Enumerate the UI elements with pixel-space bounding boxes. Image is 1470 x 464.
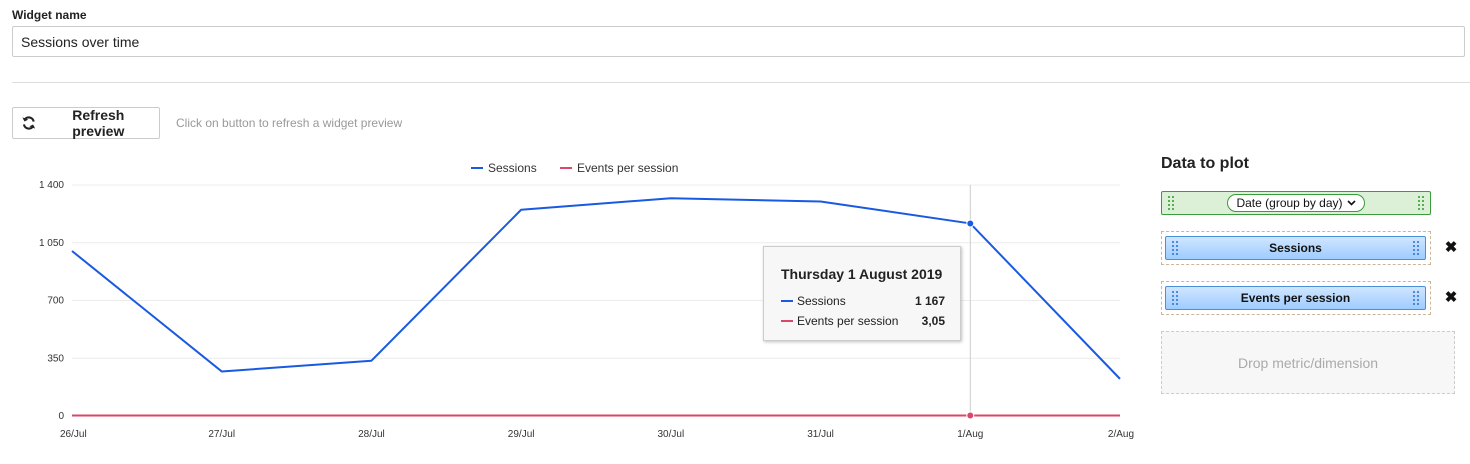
x-tick-label: 28/Jul xyxy=(358,429,385,440)
metric-pill-events-per-session[interactable]: Events per session xyxy=(1165,286,1426,310)
widget-name-input[interactable] xyxy=(12,26,1465,57)
metric-slot xyxy=(1161,231,1431,265)
chart-grid xyxy=(72,184,1120,417)
date-grouping-select[interactable]: Date (group by day) xyxy=(1227,194,1365,212)
chevron-down-icon xyxy=(1346,200,1356,206)
events-swatch xyxy=(781,320,793,322)
tooltip-series-value: 1 167 xyxy=(914,294,945,308)
y-tick-label: 350 xyxy=(47,353,64,364)
highlight-point[interactable] xyxy=(966,411,975,420)
x-tick-label: 30/Jul xyxy=(658,429,685,440)
date-grouping-label: Date (group by day) xyxy=(1236,196,1343,210)
widget-name-label: Widget name xyxy=(12,8,87,22)
remove-events-per-session-icon[interactable]: ✖ xyxy=(1444,289,1458,306)
x-tick-label: 1/Aug xyxy=(957,429,983,440)
legend-label[interactable]: Sessions xyxy=(488,161,537,175)
drag-handle-icon[interactable] xyxy=(1413,291,1419,305)
refresh-preview-button[interactable]: Refresh preview xyxy=(12,107,160,139)
y-tick-label: 0 xyxy=(58,411,64,422)
chart-legend[interactable]: Sessions Events per session xyxy=(471,161,678,175)
tooltip-title: Thursday 1 August 2019 xyxy=(781,266,943,282)
sessions-chart: Sessions Events per session 0 350 700 1 050 1… xyxy=(39,161,1134,440)
series-line-sessions[interactable] xyxy=(71,197,1121,380)
drag-handle-icon[interactable] xyxy=(1172,241,1178,255)
chart-series[interactable] xyxy=(71,197,1121,420)
drag-handle-icon[interactable] xyxy=(1168,196,1174,210)
sessions-swatch xyxy=(781,300,793,302)
divider xyxy=(12,82,1470,83)
metric-pill-sessions[interactable]: Sessions xyxy=(1165,236,1426,260)
tooltip-row-sessions: Sessions 1 167 xyxy=(781,294,945,308)
tooltip-row-events-per-session: Events per session 3,05 xyxy=(781,314,945,328)
x-tick-label: 29/Jul xyxy=(508,429,535,440)
drag-handle-icon[interactable] xyxy=(1413,241,1419,255)
tooltip-series-name: Events per session xyxy=(797,314,899,328)
drag-handle-icon[interactable] xyxy=(1418,196,1424,210)
tooltip-series-name: Sessions xyxy=(797,294,846,308)
x-axis: 26/Jul 27/Jul 28/Jul 29/Jul 30/Jul 31/Jul 1/Au… xyxy=(60,429,1134,440)
metric-label: Sessions xyxy=(1269,241,1322,255)
y-tick-label: 1 400 xyxy=(39,180,64,191)
x-tick-label: 26/Jul xyxy=(60,429,87,440)
y-axis: 0 350 700 1 050 1 400 xyxy=(39,180,64,422)
x-tick-label: 27/Jul xyxy=(208,429,235,440)
metric-slot xyxy=(1161,281,1431,315)
refresh-preview-label: Refresh preview xyxy=(72,107,125,139)
drop-zone[interactable]: Drop metric/dimension xyxy=(1161,331,1455,394)
metric-label: Events per session xyxy=(1240,291,1351,305)
chart-tooltip: Thursday 1 August 2019 Sessions 1 167 Ev… xyxy=(763,246,961,341)
refresh-icon xyxy=(22,116,36,130)
highlight-point[interactable] xyxy=(966,219,975,228)
legend-label[interactable]: Events per session xyxy=(577,161,678,175)
y-tick-label: 700 xyxy=(47,296,64,307)
tooltip-series-value: 3,05 xyxy=(921,314,945,328)
dimension-pill[interactable]: Date (group by day) xyxy=(1161,191,1431,215)
data-to-plot-title: Data to plot xyxy=(1161,155,1249,172)
x-tick-label: 31/Jul xyxy=(807,429,834,440)
remove-sessions-icon[interactable]: ✖ xyxy=(1444,239,1458,256)
drag-handle-icon[interactable] xyxy=(1172,291,1178,305)
x-tick-label: 2/Aug xyxy=(1108,429,1134,440)
refresh-hint: Click on button to refresh a widget prev… xyxy=(176,116,403,130)
y-tick-label: 1 050 xyxy=(39,238,64,249)
